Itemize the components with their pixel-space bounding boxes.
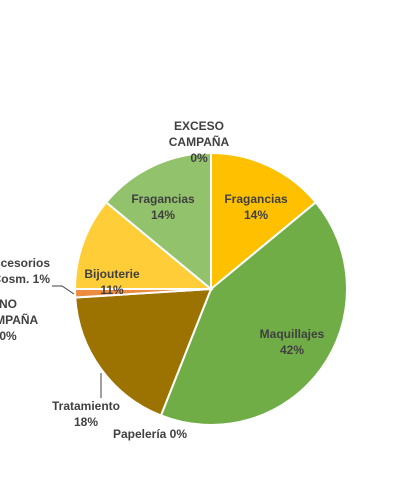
data-label: Maquillajes 42%	[260, 327, 325, 357]
data-label: Fragancias 14%	[131, 192, 195, 222]
leader-line	[52, 285, 75, 295]
data-label: Bijouterie 11%	[84, 267, 140, 297]
pie-slice-bijouterie	[73, 200, 214, 290]
data-label: AccesoriosCosm. 1%	[0, 256, 50, 286]
leader-lines	[52, 285, 102, 398]
pie-slice-maquillajes	[159, 200, 348, 426]
data-label: Tratamiento 18%	[52, 399, 120, 429]
pie-slice-fragancias	[104, 151, 212, 292]
pie-slice-tratamiento	[74, 287, 213, 417]
data-label: Papelería 0%	[113, 427, 187, 441]
pie-slice-fragancias	[210, 151, 318, 292]
pie-slices	[73, 151, 348, 426]
data-labels: EXCESO CAMPAÑA 0% Fragancias 14% Maquillajes 4…	[0, 119, 325, 441]
data-label: NOCAMPAÑA0%	[0, 297, 39, 343]
data-label: Fragancias 14%	[224, 192, 288, 222]
data-label: EXCESO CAMPAÑA 0%	[169, 119, 230, 165]
